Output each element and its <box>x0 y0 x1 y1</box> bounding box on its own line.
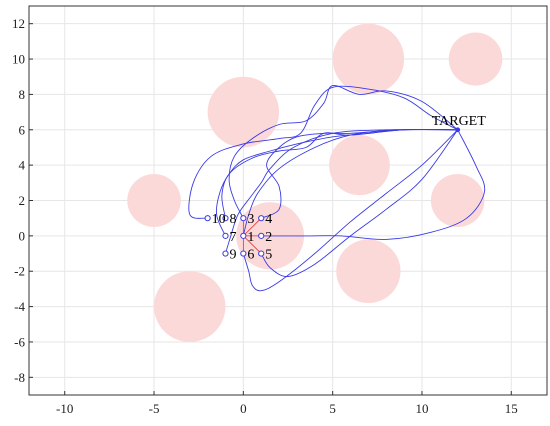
x-axis-ticks: -10 -5 0 5 10 15 <box>56 391 518 416</box>
start-point-marker <box>258 215 265 222</box>
start-link-line <box>243 235 262 254</box>
target-label: TARGET <box>432 114 487 129</box>
start-point-label: 10 <box>212 212 226 227</box>
y-tick-label: 2 <box>19 193 26 208</box>
target: TARGET <box>432 114 487 133</box>
obstacle-circle <box>154 271 226 342</box>
start-point-label: 1 <box>247 230 254 245</box>
trajectory-line <box>260 129 458 219</box>
start-point-marker <box>240 215 247 222</box>
start-point-marker <box>258 250 265 257</box>
y-tick-label: 4 <box>19 158 26 173</box>
start-points: 1 23 4 567 8 9 10 <box>204 212 272 263</box>
start-point-label: 2 <box>265 230 272 245</box>
trajectory-line <box>228 85 458 219</box>
start-point-label: 6 <box>247 248 254 263</box>
start-point-label: 8 <box>229 212 236 227</box>
y-tick-label: 0 <box>19 228 26 243</box>
start-point-marker <box>222 250 229 257</box>
x-tick-label: -5 <box>149 401 160 416</box>
start-point-marker <box>240 250 247 257</box>
x-tick-label: 5 <box>329 401 336 416</box>
start-point-marker <box>240 232 247 239</box>
trajectory-line <box>260 129 459 277</box>
obstacle-circle <box>127 173 181 228</box>
obstacle-circle <box>207 76 280 148</box>
start-point-marker <box>222 232 229 239</box>
y-tick-label: 10 <box>12 52 25 67</box>
trajectory-line <box>221 128 458 219</box>
x-tick-label: 0 <box>240 401 247 416</box>
start-point-label: 5 <box>265 248 272 263</box>
start-point-label: 9 <box>229 248 236 263</box>
trajectory-line <box>188 85 458 219</box>
start-point-marker <box>222 215 229 222</box>
target-marker <box>455 127 461 133</box>
x-tick-label: 15 <box>505 401 518 416</box>
trajectory-line <box>242 129 459 292</box>
y-tick-label: -2 <box>14 264 25 279</box>
x-tick-label: -10 <box>56 401 73 416</box>
y-tick-label: -4 <box>14 299 25 314</box>
start-point-label: 3 <box>247 212 254 227</box>
start-link-line <box>243 217 262 237</box>
start-point-marker <box>204 215 211 222</box>
start-point-label: 7 <box>229 230 236 245</box>
obstacle-circle <box>329 135 390 196</box>
y-tick-label: 8 <box>19 87 26 102</box>
trajectories <box>188 85 486 292</box>
start-point-marker <box>258 232 265 239</box>
obstacle-circle <box>430 173 485 228</box>
trajectory-line <box>225 129 458 254</box>
start-point-label: 4 <box>265 212 272 227</box>
x-tick-label: 10 <box>415 401 428 416</box>
obstacle-circle <box>332 23 405 95</box>
obstacle-circle <box>448 32 503 86</box>
y-axis-ticks: -8 -6 -4 -2 0 2 4 6 8 10 12 <box>12 16 33 385</box>
y-tick-label: -8 <box>14 370 25 385</box>
trajectory-line <box>261 129 486 240</box>
y-tick-label: 6 <box>19 122 26 137</box>
y-tick-label: 12 <box>12 16 25 31</box>
y-tick-label: -6 <box>14 334 25 349</box>
obstacle-circle <box>336 239 401 304</box>
